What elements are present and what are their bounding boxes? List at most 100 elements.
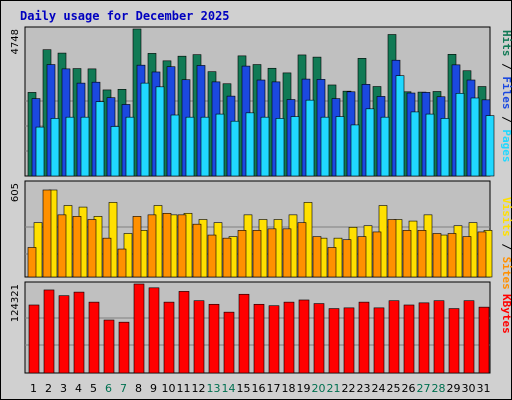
day-label-5: 5 <box>90 382 97 395</box>
legend-entry: / <box>500 237 512 257</box>
day-label-7: 7 <box>120 382 127 395</box>
bar-kbytes-day-1 <box>28 304 40 374</box>
bar-pages-day-8 <box>140 82 150 177</box>
day-label-21: 21 <box>327 382 341 395</box>
day-label-31: 31 <box>477 382 491 395</box>
bar-kbytes-day-26 <box>403 304 415 374</box>
day-label-26: 26 <box>402 382 416 395</box>
bar-kbytes-day-21 <box>328 308 340 374</box>
bar-kbytes-day-4 <box>73 291 85 374</box>
bar-pages-day-14 <box>230 120 240 177</box>
bar-kbytes-day-5 <box>88 301 100 374</box>
bar-kbytes-day-25 <box>388 300 400 374</box>
day-label-2: 2 <box>45 382 52 395</box>
bar-visits-day-29 <box>447 233 457 278</box>
bar-kbytes-day-18 <box>283 301 295 374</box>
bar-kbytes-day-28 <box>433 300 445 374</box>
bar-visits-day-30 <box>462 236 472 278</box>
bar-kbytes-day-24 <box>373 307 385 374</box>
bar-kbytes-day-15 <box>238 293 250 374</box>
bar-kbytes-day-19 <box>298 299 310 374</box>
day-label-12: 12 <box>192 382 206 395</box>
day-label-24: 24 <box>372 382 386 395</box>
bar-kbytes-day-16 <box>253 303 265 374</box>
bar-kbytes-day-8 <box>133 283 145 374</box>
bar-pages-day-10 <box>170 114 180 177</box>
day-label-14: 14 <box>222 382 236 395</box>
bar-visits-day-27 <box>417 230 427 278</box>
bar-kbytes-day-7 <box>118 321 130 374</box>
bar-visits-day-22 <box>342 239 352 278</box>
bar-kbytes-day-12 <box>193 300 205 374</box>
bar-visits-day-20 <box>312 236 322 278</box>
panel-kbytes: 124321 KBytes <box>10 281 512 374</box>
bar-pages-day-27 <box>425 113 435 177</box>
legend-visits-sites: Visits / Sites <box>500 197 512 290</box>
y-max-label: 605 <box>10 183 21 202</box>
bar-visits-day-25 <box>387 219 397 278</box>
bar-pages-day-23 <box>365 108 375 177</box>
bar-visits-day-24 <box>372 231 382 278</box>
series-pages <box>35 75 495 177</box>
day-label-27: 27 <box>417 382 431 395</box>
bar-visits-day-17 <box>267 228 277 278</box>
bar-visits-day-13 <box>207 234 217 278</box>
bar-visits-day-16 <box>252 230 262 278</box>
series-kbytes <box>28 283 490 374</box>
bar-visits-day-4 <box>72 216 82 278</box>
bar-visits-day-18 <box>282 228 292 278</box>
bar-visits-day-9 <box>147 214 157 278</box>
bar-visits-day-8 <box>132 216 142 278</box>
bar-pages-day-5 <box>95 101 105 177</box>
chart-title: Daily usage for December 2025 <box>20 9 230 23</box>
day-label-3: 3 <box>60 382 67 395</box>
day-label-9: 9 <box>150 382 157 395</box>
bar-kbytes-day-13 <box>208 303 220 374</box>
legend-kbytes: KBytes <box>500 294 512 334</box>
bar-pages-day-4 <box>80 116 90 177</box>
bar-visits-day-14 <box>222 237 232 278</box>
legend-entry: / <box>500 110 512 130</box>
bar-visits-day-1 <box>27 247 37 278</box>
bar-visits-day-6 <box>102 237 112 278</box>
legend-entry: Files <box>500 76 512 109</box>
bar-pages-day-12 <box>200 116 210 177</box>
chart-panels: 4748 Hits / Files / Pages 605 Visits / Site… <box>10 26 512 374</box>
bar-pages-day-15 <box>245 112 255 177</box>
bar-visits-day-21 <box>327 247 337 278</box>
bar-pages-day-22 <box>350 124 360 177</box>
series-sites <box>33 189 493 278</box>
bar-pages-day-16 <box>260 116 270 177</box>
day-label-8: 8 <box>135 382 142 395</box>
bar-pages-day-11 <box>185 116 195 177</box>
day-label-29: 29 <box>447 382 461 395</box>
bar-visits-day-12 <box>192 223 202 278</box>
bar-pages-day-20 <box>320 116 330 177</box>
bar-pages-day-25 <box>395 75 405 177</box>
day-label-30: 30 <box>462 382 476 395</box>
legend-entry: Sites <box>500 257 512 290</box>
bar-kbytes-day-3 <box>58 295 70 374</box>
bar-pages-day-2 <box>50 118 60 177</box>
bar-pages-day-21 <box>335 116 345 177</box>
series-visits <box>27 189 487 278</box>
bar-pages-day-28 <box>440 118 450 177</box>
bar-pages-day-13 <box>215 113 225 177</box>
bar-kbytes-day-22 <box>343 307 355 374</box>
bar-kbytes-day-27 <box>418 302 430 374</box>
bar-kbytes-day-20 <box>313 303 325 374</box>
bar-kbytes-day-31 <box>478 306 490 374</box>
day-label-25: 25 <box>387 382 401 395</box>
legend-entry: Pages <box>500 129 512 162</box>
day-label-11: 11 <box>177 382 191 395</box>
bar-kbytes-day-17 <box>268 305 280 374</box>
day-label-10: 10 <box>162 382 176 395</box>
day-label-4: 4 <box>75 382 82 395</box>
day-label-19: 19 <box>297 382 311 395</box>
day-label-18: 18 <box>282 382 296 395</box>
bar-kbytes-day-30 <box>463 300 475 374</box>
bar-pages-day-1 <box>35 126 45 177</box>
bar-visits-day-28 <box>432 233 442 278</box>
bar-pages-day-26 <box>410 111 420 177</box>
